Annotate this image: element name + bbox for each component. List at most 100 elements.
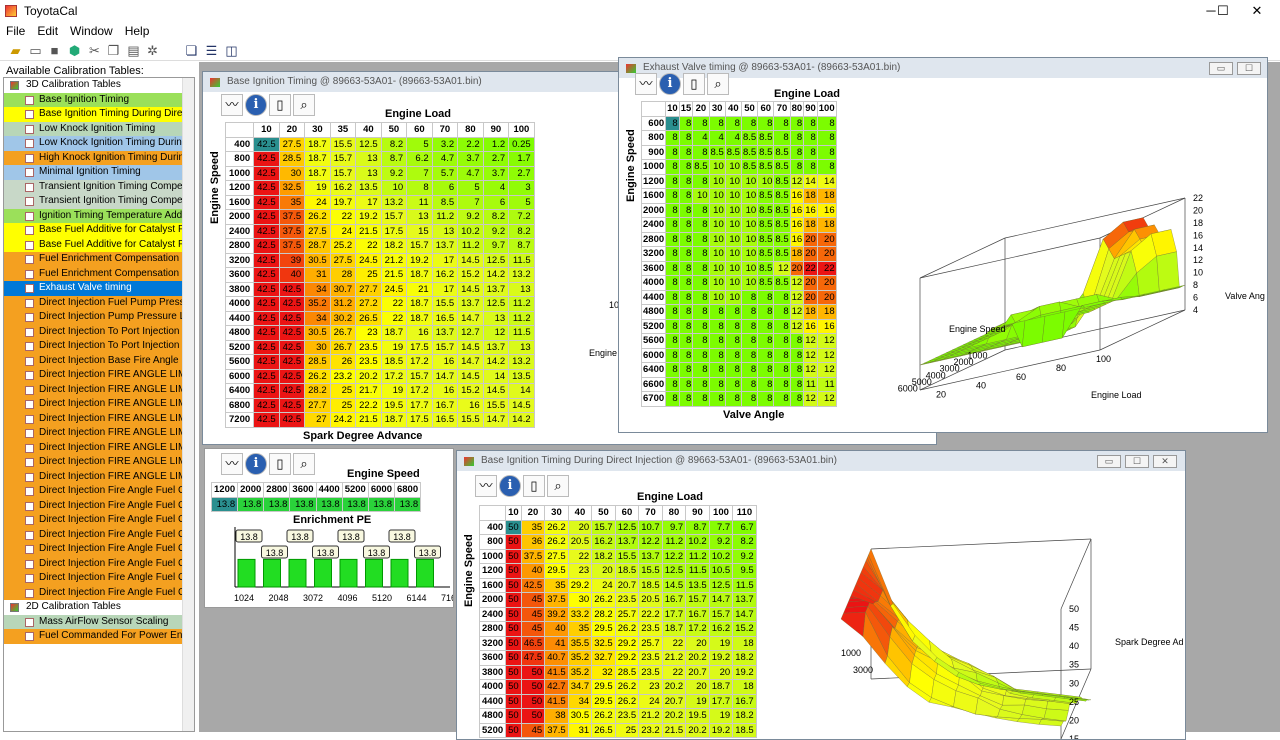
table-cell[interactable]: 19	[685, 693, 710, 709]
table-cell[interactable]: 4	[708, 130, 726, 146]
table-cell[interactable]: 22	[567, 548, 593, 564]
tree-item[interactable]: Direct Injection To Port Injection Ra	[4, 339, 194, 354]
table-cell[interactable]: 15.7	[406, 238, 433, 254]
table-cell[interactable]: 18	[816, 217, 837, 233]
table-cell[interactable]: 19.7	[329, 194, 357, 210]
chart-bar[interactable]	[263, 558, 281, 588]
table-cell[interactable]: 8	[665, 231, 680, 247]
menu-window[interactable]: Window	[70, 24, 113, 38]
table-cell[interactable]: 8	[773, 362, 791, 378]
table-cell[interactable]: 13	[355, 165, 382, 181]
table-cell[interactable]: 11.5	[508, 252, 535, 268]
copy-icon[interactable]: ❐	[107, 43, 120, 58]
table-cell[interactable]: 0.25	[508, 136, 535, 152]
table-cell[interactable]: 34	[304, 310, 331, 326]
table-cell[interactable]: 14.5	[457, 368, 484, 384]
chart-bar[interactable]	[390, 558, 409, 588]
info-icon[interactable]: i	[245, 453, 267, 475]
table-cell[interactable]: 42.5	[253, 383, 280, 399]
table-cell[interactable]: 28.2	[591, 606, 616, 622]
table-cell[interactable]: 40	[278, 267, 306, 283]
table-cell[interactable]: 15.7	[591, 519, 616, 535]
tree-item[interactable]: Direct Injection Fire Angle Fuel Com	[4, 556, 194, 571]
table-cell[interactable]: 8.5	[757, 202, 775, 218]
table-cell[interactable]: 19.5	[380, 397, 408, 413]
table-cell[interactable]: 42.5	[278, 296, 306, 312]
table-cell[interactable]: 8	[757, 115, 775, 131]
tree-item[interactable]: Transient Ignition Timing Compensa	[4, 194, 194, 209]
table-cell[interactable]: 25.7	[638, 635, 663, 651]
table-cell[interactable]: 8	[665, 333, 680, 349]
table-cell[interactable]: 12.2	[638, 534, 663, 550]
table-cell[interactable]: 14	[508, 383, 535, 399]
table-cell[interactable]: 16	[789, 188, 805, 204]
table-cell[interactable]: 8	[692, 362, 710, 378]
table-cell[interactable]: 8.5	[740, 144, 759, 160]
table-cell[interactable]: 8.2	[380, 136, 408, 152]
table-cell[interactable]: 15.7	[329, 151, 357, 167]
table-cell[interactable]: 8	[724, 318, 742, 334]
table-cell[interactable]: 21	[406, 281, 433, 297]
table-cell[interactable]: 18.2	[732, 708, 757, 724]
table-cell[interactable]: 8	[665, 347, 680, 363]
table-cell[interactable]: 16	[803, 202, 818, 218]
table-cell[interactable]: 42.5	[253, 354, 280, 370]
table-cell[interactable]: 27.7	[355, 281, 382, 297]
table-cell[interactable]: 6	[431, 180, 459, 196]
tree-item[interactable]: Exhaust Valve timing	[4, 281, 194, 296]
table-cell[interactable]: 11	[816, 376, 837, 392]
table-cell[interactable]: 8	[708, 376, 726, 392]
table-cell[interactable]: 18	[816, 304, 837, 320]
table-cell[interactable]: 8	[692, 376, 710, 392]
table-cell[interactable]: 8	[665, 130, 680, 146]
table-cell[interactable]: 10	[708, 188, 726, 204]
table-cell[interactable]: 37.5	[544, 722, 569, 738]
table-cell[interactable]: 8	[740, 289, 759, 305]
table-cell[interactable]: 8	[665, 173, 680, 189]
table-cell[interactable]: 38	[544, 708, 569, 724]
table-cell[interactable]: 10.2	[708, 548, 734, 564]
table-cell[interactable]: 8	[757, 333, 775, 349]
table-cell[interactable]: 12	[816, 362, 837, 378]
tree-group-3d[interactable]: 3D Calibration Tables	[4, 78, 194, 93]
close-window-button[interactable]: ✕	[1153, 455, 1177, 468]
table-cell[interactable]: 8	[789, 130, 805, 146]
table-cell[interactable]: 14.5	[457, 339, 484, 355]
table-cell[interactable]: 8	[406, 180, 433, 196]
table-cell[interactable]: 22	[380, 310, 408, 326]
open-folder-icon[interactable]: ▰	[10, 43, 21, 58]
table-cell[interactable]: 18	[816, 188, 837, 204]
minimize-window-button[interactable]: ▭	[1097, 455, 1121, 468]
document-icon[interactable]: ▯	[683, 73, 705, 95]
table-cell[interactable]: 8	[740, 115, 759, 131]
save-icon[interactable]: ■	[50, 43, 59, 58]
table-cell[interactable]: 13.8	[210, 496, 239, 512]
table-cell[interactable]: 12	[789, 304, 805, 320]
table-cell[interactable]: 22	[380, 296, 408, 312]
table-cell[interactable]: 8	[678, 333, 694, 349]
table-cell[interactable]: 17.7	[661, 606, 687, 622]
table-cell[interactable]: 8	[692, 173, 710, 189]
table-cell[interactable]: 8	[789, 333, 805, 349]
table-cell[interactable]: 32	[591, 664, 616, 680]
table-cell[interactable]: 22	[816, 260, 837, 276]
table-cell[interactable]: 37.5	[544, 592, 569, 608]
table-cell[interactable]: 20	[803, 246, 818, 262]
table-cell[interactable]: 37.5	[520, 548, 546, 564]
table-cell[interactable]: 16.2	[591, 534, 616, 550]
table-cell[interactable]: 35.2	[304, 296, 331, 312]
table-cell[interactable]: 20.5	[638, 592, 663, 608]
tree-item[interactable]: Direct Injection Fire Angle Fuel Com	[4, 542, 194, 557]
table-cell[interactable]: 20	[816, 289, 837, 305]
cut-icon[interactable]: ✂	[89, 43, 100, 58]
table-cell[interactable]: 16	[457, 397, 484, 413]
table-cell[interactable]: 8	[692, 231, 710, 247]
table-cell[interactable]: 14	[482, 368, 510, 384]
table-cell[interactable]: 29.2	[614, 650, 640, 666]
table-cell[interactable]: 9.2	[457, 209, 484, 225]
table-cell[interactable]: 18.5	[732, 722, 757, 738]
table-cell[interactable]: 14.5	[457, 252, 484, 268]
table-cell[interactable]: 8.5	[757, 260, 775, 276]
table-cell[interactable]: 18.5	[638, 577, 663, 593]
chart-bar[interactable]	[288, 558, 307, 588]
